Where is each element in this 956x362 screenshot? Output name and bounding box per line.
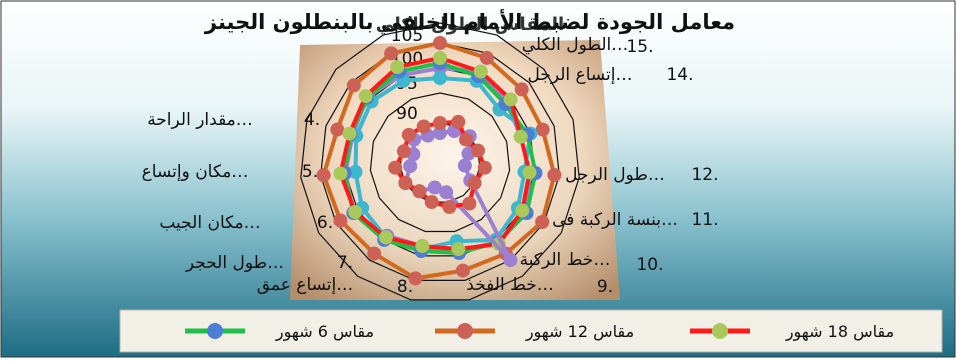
series-6-point-4 (477, 160, 492, 175)
legend-marker-18 (712, 323, 728, 339)
axis-label-4: خط الركبة… (520, 250, 611, 270)
series-4-point-3 (513, 129, 528, 144)
series-0-point-8 (408, 271, 423, 286)
axis-number-6: 8. (397, 277, 413, 297)
series-6-point-10 (398, 176, 413, 190)
axis-label-1: إتساع الرجل… (527, 65, 632, 85)
overlay-title: المقاس الطول الكلي (376, 14, 564, 35)
series-6 (388, 114, 492, 214)
legend-box (119, 309, 943, 353)
series-5-point-0 (433, 126, 447, 140)
series-6-point-7 (442, 200, 457, 214)
series-0-point-7 (455, 263, 470, 278)
series-6-point-2 (459, 132, 473, 147)
series-4-point-0 (433, 51, 447, 65)
series-5-point-4 (457, 158, 472, 173)
series-6-point-8 (424, 195, 439, 210)
series-0-point-10 (333, 213, 348, 228)
legend-label-6: مقاس 6 شهور (275, 322, 374, 342)
series-4-point-7 (451, 242, 466, 257)
series-6-point-9 (412, 184, 427, 199)
axis-number-2: 12. (691, 165, 718, 185)
series-line-4 (338, 56, 532, 252)
series-4-point-8 (415, 239, 430, 254)
radar-series (316, 36, 562, 286)
axis-number-8: 6. (317, 213, 333, 233)
series-5-point-8 (427, 180, 442, 195)
series-0-point-12 (330, 122, 345, 137)
series-0-point-0 (433, 36, 447, 50)
series-6-point-5 (467, 176, 482, 190)
axis-number-4: 10. (636, 255, 663, 275)
axis-label-3: بنسة الركبة فى… (552, 210, 678, 230)
series-0-point-2 (514, 82, 529, 97)
series-6-point-12 (396, 144, 411, 159)
series-6-point-1 (451, 114, 466, 129)
series-5-point-6 (503, 253, 518, 268)
series-0-point-9 (367, 246, 382, 261)
series-0-point-3 (535, 122, 550, 137)
axis-label-10: مقدار الراحة… (147, 110, 253, 130)
axis-number-7: 7. (337, 253, 353, 273)
tick-label-105: 105 (391, 26, 423, 46)
series-2-point-0 (433, 71, 447, 85)
tick-label-90: 90 (396, 104, 418, 124)
series-5-point-11 (403, 159, 418, 174)
series-4-point-5 (515, 203, 530, 218)
legend-label-12: مقاس 12 شهور (525, 322, 634, 342)
series-0-point-11 (316, 168, 331, 183)
legend-item-12: مقاس 12 شهور (435, 322, 634, 342)
axis-label-7: طول الحجر… (185, 253, 284, 273)
series-6-point-13 (401, 127, 416, 142)
axis-number-9: 5. (302, 162, 318, 182)
legend-marker-12 (457, 323, 473, 339)
series-line-0 (321, 41, 557, 281)
grid-ring-1 (369, 92, 511, 233)
series-6-point-6 (462, 196, 477, 211)
series-4-point-9 (378, 230, 393, 245)
axis-number-5: 9. (597, 277, 613, 297)
series-4-point-12 (342, 126, 357, 141)
series-0-point-4 (547, 168, 562, 182)
legend-label-18: مقاس 18 شهور (785, 322, 894, 342)
series-4 (333, 51, 537, 257)
series-6-point-14 (416, 119, 431, 134)
axis-label-2: طول الرجل… (565, 165, 665, 185)
series-4-point-2 (503, 92, 518, 107)
axis-label-6: إتساع عمق… (257, 275, 354, 295)
series-line-6 (393, 119, 487, 209)
axis-label-9: مكان وإتساع… (142, 162, 249, 182)
legend-marker-6 (207, 323, 223, 339)
series-6-point-3 (471, 143, 485, 158)
series-4-point-11 (333, 166, 348, 181)
series-0-point-5 (535, 215, 550, 229)
axis-number-0: 15. (626, 37, 653, 57)
series-0-point-13 (346, 78, 361, 93)
legend-item-18: مقاس 18 شهور (690, 322, 894, 342)
chart-title: معامل الجودة لضبط الأمام الخلفى بالبنطلو… (204, 8, 735, 34)
series-4-point-13 (358, 89, 373, 104)
grid-ring-3 (320, 42, 560, 281)
series-4-point-14 (390, 60, 405, 75)
axis-number-1: 14. (666, 65, 693, 85)
series-6-point-0 (433, 116, 447, 130)
series-4-point-4 (522, 165, 537, 180)
series-6-point-11 (388, 160, 403, 175)
axis-labels: 15.الطول الكلي… 14. إتساع الرجل… 12. طول الر… (142, 35, 719, 297)
series-2-point-11 (348, 164, 363, 179)
series-5-point-7 (439, 185, 454, 200)
legend-item-6: مقاس 6 شهور (185, 322, 374, 342)
series-4-point-10 (348, 205, 363, 219)
axis-label-8: مكان الجيب… (159, 213, 260, 233)
series-0-point-14 (384, 46, 399, 61)
grid-ring-4 (300, 22, 580, 301)
series-0-point-1 (479, 50, 494, 65)
axis-number-10: 4. (304, 110, 320, 130)
series-4-point-1 (473, 64, 488, 79)
axis-label-5: خط الفخذ… (466, 275, 553, 295)
axis-label-0: الطول الكلي… (522, 35, 628, 55)
axis-number-3: 11. (691, 210, 718, 230)
